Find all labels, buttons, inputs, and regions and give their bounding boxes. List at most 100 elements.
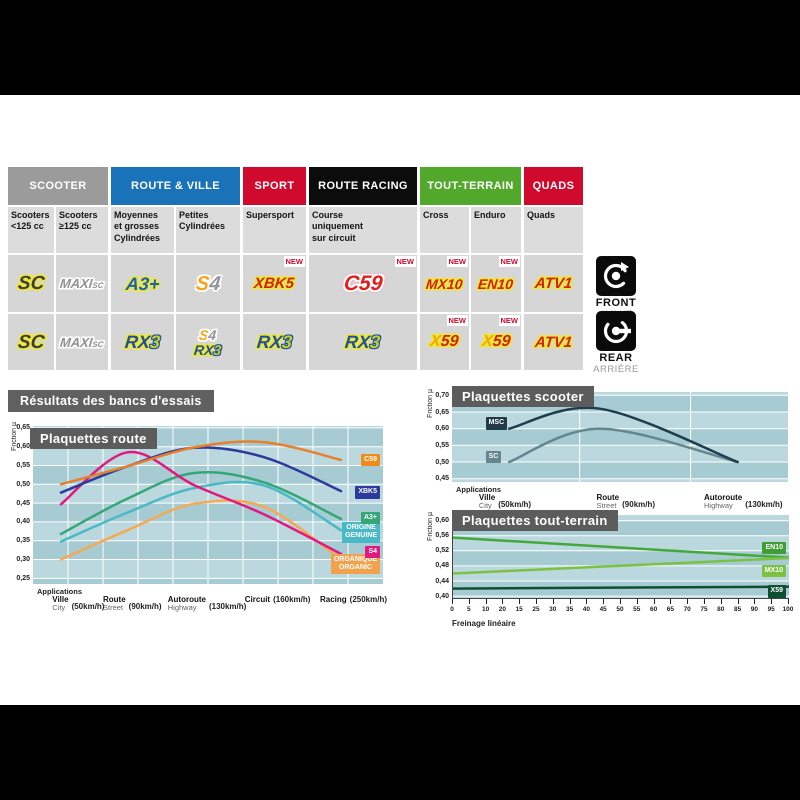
logo-text: ATV1 (533, 275, 574, 292)
logo-text: RX (123, 332, 152, 352)
series-line-en10 (453, 536, 789, 559)
x-tick-label: 50 (616, 606, 624, 613)
x-tick-mark (468, 599, 470, 604)
y-tick-label: 0,70 (435, 391, 449, 399)
logo-text: SC (16, 273, 46, 294)
x-tick-mark (788, 599, 789, 604)
subcategory-cell: Supersport (243, 207, 306, 253)
chart-title-route: Plaquettes route (30, 428, 157, 449)
logo-text: RX (255, 332, 284, 352)
scooter-chart-overlay: SC MSC (452, 392, 788, 482)
category-group: ROUTE & VILLE Moyennes et grosses Cylindr… (111, 167, 240, 370)
x-tick-label: 10 (481, 606, 490, 613)
series-line-organique-organic (59, 499, 343, 561)
series-line-a3- (59, 470, 343, 536)
x-category-names: Ville City (52, 595, 68, 612)
x-category-label: Ville City (50km/h) (478, 493, 531, 510)
stripe-band (452, 428, 788, 446)
logo-text: 3 (280, 332, 294, 352)
series-line-s4 (59, 450, 343, 556)
logo-text: MAXI (59, 276, 94, 291)
pad-logo-rx3: RX3 (194, 342, 223, 358)
rear-label-en: REAR (599, 352, 633, 364)
letterbox-bottom (0, 705, 800, 800)
pad-logo-x59: X59 (429, 333, 460, 350)
series-line-x59 (453, 585, 789, 590)
new-badge: NEW (446, 256, 468, 268)
x-category-names: Autoroute Highway (167, 595, 206, 612)
pad-cell-rear: ATV1 (524, 314, 583, 370)
y-tick-label: 0,45 (435, 475, 449, 483)
y-tick-label: 0,65 (16, 424, 30, 432)
pad-cell-front: NEW XBK5 (243, 255, 306, 312)
pad-cell-front: ATV1 (524, 255, 583, 312)
pad-cell-front: A3+ (111, 255, 174, 312)
category-name-en: Highway (704, 501, 733, 511)
category-speed: (250km/h) (349, 595, 388, 604)
series-line-origine-genuine (59, 480, 343, 543)
pad-logo-rx3: RX3 (255, 332, 294, 352)
logo-text: SC (92, 281, 105, 290)
x-tick-label: 65 (666, 606, 675, 613)
pad-logo-atv1: ATV1 (533, 275, 574, 292)
x-tick-label: 35 (565, 606, 574, 613)
stripe-band (453, 515, 789, 521)
x-tick-mark (636, 599, 638, 604)
x-tick-mark (536, 599, 537, 604)
y-tick-label: 0,56 (435, 532, 449, 540)
x-category-names: Route Street (596, 493, 619, 510)
category-group: TOUT-TERRAIN Cross Enduro NEW MX10 NEW EN10 NEW… (420, 167, 521, 370)
x-tick-label: 25 (532, 606, 540, 613)
logo-text: EN10 (477, 275, 515, 292)
stripe-band (453, 535, 789, 551)
stripe-band (452, 392, 788, 396)
x-tick-mark (586, 599, 588, 604)
pad-logo-en10: EN10 (477, 275, 515, 292)
y-tick-label: 0,44 (435, 577, 449, 585)
pad-logo-s4: S4 (195, 272, 222, 295)
category-header: TOUT-TERRAIN (420, 167, 521, 205)
route-pads-chart: Friction µ Plaquettes route ORGANIQUE OR… (10, 420, 402, 625)
subcategory-cell: Course uniquement sur circuit (309, 207, 417, 253)
front-label-en: FRONT (595, 297, 637, 309)
subcategory-cell: Enduro (471, 207, 521, 253)
pad-cell-rear: NEW X59 (471, 314, 521, 370)
category-speed: (90km/h) (622, 500, 656, 510)
subcategory-cell: Quads (524, 207, 583, 253)
x-tick-label: 70 (683, 606, 691, 613)
scooter-pads-chart: Friction µ Plaquettes scooter SC MSC 0,70… (425, 385, 797, 518)
y-tick-label: 0,48 (435, 562, 449, 570)
category-name-fr: Autoroute (167, 595, 206, 604)
y-tick-label: 0,45 (16, 499, 30, 507)
logo-text: 59 (440, 333, 460, 350)
offroad-chart-plot (453, 515, 789, 598)
pad-logo-mx10: MX10 (425, 276, 463, 292)
category-name-fr: Ville (478, 493, 496, 502)
category-name-fr: Circuit (244, 595, 271, 605)
category-header: SCOOTER (8, 167, 108, 205)
category-name-en: Street (103, 603, 124, 613)
x-tick-label: 60 (649, 606, 658, 613)
legend-chip-organique-organic: ORGANIQUE ORGANIC (330, 553, 380, 575)
logo-text: 4 (207, 272, 222, 295)
pad-cell-rear: RX3 (243, 314, 306, 370)
logo-text: MAXI (59, 334, 94, 350)
stripe-band (453, 596, 789, 598)
subcategory-cell: Petites Cylindrées (176, 207, 240, 253)
x-category-label: Route Street (90km/h) (596, 493, 656, 510)
pad-logo-maxisc: MAXISC (59, 334, 105, 350)
pad-logo-a3: A3+ (124, 273, 161, 294)
pad-logo-sc: SC (17, 332, 46, 353)
pad-cell-rear: RX3 (111, 314, 174, 370)
y-tick-label: 0,52 (435, 547, 449, 555)
x-tick-mark (552, 599, 554, 604)
x-tick-mark (737, 599, 739, 604)
pad-cell-rear: SC (8, 314, 54, 370)
logo-text: A3+ (124, 273, 161, 294)
y-tick-label: 0,60 (16, 443, 30, 451)
x-category-label: Autoroute Highway (130km/h) (167, 595, 247, 612)
x-tick-label: 95 (767, 606, 775, 613)
x-tick-label: 90 (750, 606, 759, 613)
x-tick-mark (754, 599, 756, 604)
